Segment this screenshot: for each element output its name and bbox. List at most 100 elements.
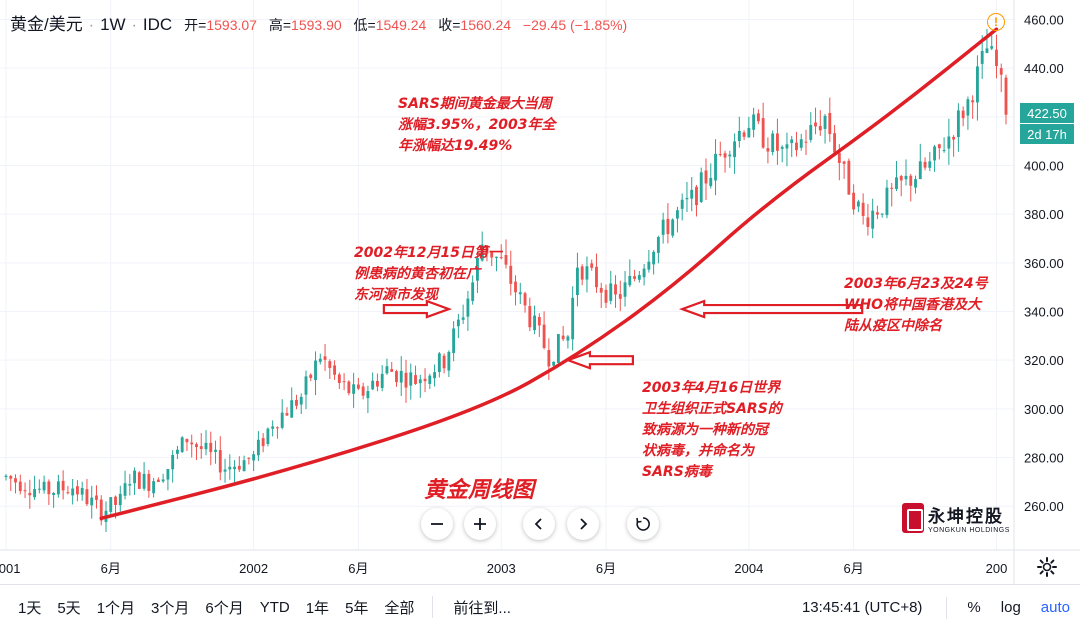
candle-body — [295, 399, 298, 406]
candle-body — [456, 319, 460, 327]
candle-body — [952, 136, 956, 140]
candle-body — [176, 449, 179, 454]
low-label: 低= — [353, 17, 376, 33]
candle-body — [799, 139, 803, 148]
timeframe-1y[interactable]: 1年 — [305, 599, 330, 617]
log-scale-toggle[interactable]: log — [1000, 599, 1021, 616]
y-tick-label: 320.00 — [1024, 353, 1064, 368]
candle-body — [9, 476, 13, 479]
price-axis[interactable]: 260.00 280.00 300.00 320.00 340.00 360.00 380.… — [1024, 12, 1064, 514]
candle-body — [171, 454, 175, 470]
candle-body — [252, 454, 256, 461]
timeframe-1d[interactable]: 1天 — [18, 599, 42, 617]
candle-body — [995, 49, 998, 66]
candle-body — [571, 297, 575, 340]
candle-body — [261, 438, 265, 447]
candle-body — [376, 380, 379, 387]
candle-body — [590, 263, 594, 268]
y-tick-label: 280.00 — [1024, 451, 1064, 466]
candle-body — [656, 237, 660, 253]
candle-body — [61, 480, 65, 491]
candle-body — [337, 374, 341, 384]
candle-body — [776, 133, 779, 151]
zoom-in-button[interactable] — [464, 508, 496, 540]
price-chart[interactable]: 260.00 280.00 300.00 320.00 340.00 360.00 380.… — [0, 0, 1080, 584]
candle-body — [147, 473, 151, 491]
time-axis[interactable]: 2001 6月 2002 6月 2003 6月 2004 6月 200 — [0, 561, 1007, 576]
candle-body — [476, 258, 479, 281]
annotation-line: SARS期间黄金最大当周 — [398, 96, 552, 112]
candle-body — [76, 486, 79, 495]
annotation-line: 状病毒，并命名为 — [642, 443, 754, 459]
separator-dot: · — [131, 17, 137, 34]
candle-body — [671, 219, 675, 236]
percent-scale-toggle[interactable]: % — [967, 599, 981, 616]
candle-body — [823, 115, 827, 129]
timeframe-1m[interactable]: 1个月 — [96, 599, 136, 617]
candle-body — [556, 334, 560, 363]
candle-body — [71, 488, 75, 496]
candle-body — [114, 496, 117, 505]
current-price-label: 422.50 — [1020, 103, 1074, 123]
reset-icon — [636, 517, 650, 531]
candle-body — [576, 267, 579, 296]
candle-body — [852, 192, 856, 210]
candle-body — [918, 161, 922, 180]
symbol-name[interactable]: 黄金/美元 — [10, 15, 83, 34]
timeframe-all[interactable]: 全部 — [384, 599, 415, 617]
candle-body — [385, 366, 389, 374]
clock-timezone[interactable]: 13:45:41 (UTC+8) — [801, 599, 923, 616]
candle-body — [380, 373, 384, 388]
timeframe-3m[interactable]: 3个月 — [151, 599, 190, 617]
reset-chart-button[interactable] — [627, 508, 659, 540]
candle-body — [23, 490, 27, 492]
candle-body — [642, 268, 646, 278]
candle-body — [485, 245, 489, 254]
candle-body — [90, 497, 94, 506]
chevron-right-icon — [580, 518, 588, 530]
interval-label[interactable]: 1W — [100, 15, 126, 34]
candlestick-series — [4, 28, 1008, 533]
candle-body — [804, 141, 808, 143]
candle-body — [880, 213, 884, 215]
candle-body — [480, 244, 484, 261]
timeframe-6m[interactable]: 6个月 — [205, 599, 244, 617]
close-label: 收= — [438, 17, 461, 33]
timeframe-5d[interactable]: 5天 — [57, 599, 81, 617]
y-tick-label: 340.00 — [1024, 305, 1064, 320]
candle-body — [942, 150, 946, 152]
minus-icon — [431, 523, 443, 525]
candle-body — [552, 361, 556, 366]
annotation-line: 2003年6月23及24号 — [844, 276, 988, 292]
candle-body — [166, 469, 170, 480]
candle-body — [204, 442, 208, 450]
warning-icon[interactable]: ! — [987, 13, 1005, 31]
candle-body — [123, 483, 127, 496]
candle-body — [828, 112, 832, 135]
scroll-left-button[interactable] — [523, 508, 555, 540]
candle-body — [599, 287, 603, 293]
bar-countdown-label: 2d 17h — [1020, 124, 1074, 144]
x-tick-label: 2004 — [734, 561, 763, 576]
candle-body — [818, 125, 822, 131]
candle-body — [909, 175, 913, 186]
annotation-who-announce: 2003年4月16日世界 卫生组织正式SARS的 致病源为一种新的冠 状病毒，并… — [642, 378, 782, 483]
auto-scale-toggle[interactable]: auto — [1040, 599, 1070, 616]
candle-body — [528, 306, 532, 328]
timeframe-5y[interactable]: 5年 — [345, 599, 369, 617]
candle-body — [133, 470, 136, 484]
candle-body — [766, 148, 770, 152]
candle-body — [785, 144, 789, 149]
candle-body — [971, 100, 975, 103]
candle-body — [233, 466, 236, 470]
candle-body — [447, 351, 451, 371]
candle-body — [137, 472, 141, 489]
scroll-right-button[interactable] — [567, 508, 599, 540]
settings-gear-icon[interactable] — [1036, 556, 1058, 578]
zoom-out-button[interactable] — [421, 508, 453, 540]
candle-body — [947, 136, 951, 149]
candle-body — [856, 201, 860, 207]
timeframe-ytd[interactable]: YTD — [259, 598, 290, 616]
goto-date-button[interactable]: 前往到... — [453, 599, 511, 617]
candle-body — [523, 293, 527, 306]
